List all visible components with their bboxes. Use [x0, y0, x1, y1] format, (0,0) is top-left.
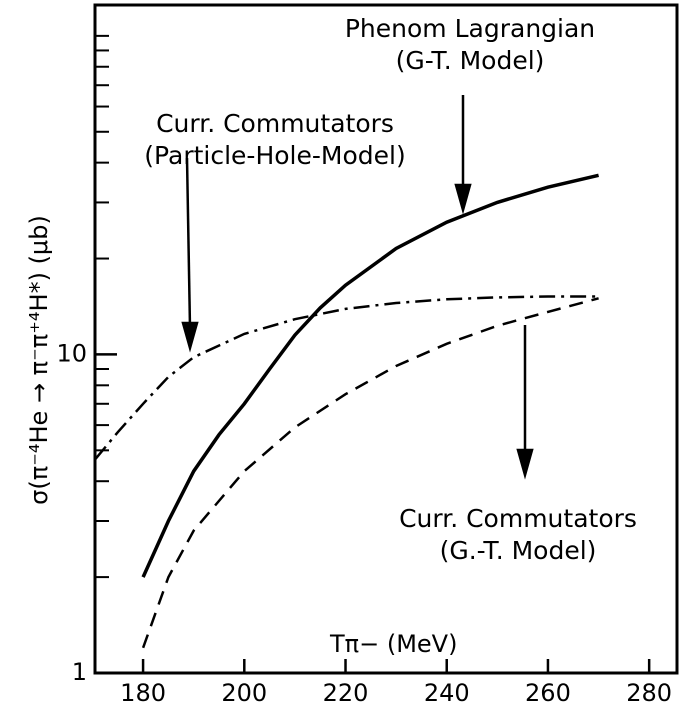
series-line	[141, 297, 599, 649]
x-tick-label: 200	[221, 679, 267, 707]
x-axis-label: Tπ− (MeV)	[329, 630, 457, 658]
arrow	[185, 157, 192, 329]
y-tick-label: 1	[72, 658, 87, 686]
arrow-head	[516, 448, 534, 480]
x-tick-label: 180	[120, 679, 166, 707]
x-tick-label: 240	[424, 679, 470, 707]
x-tick-label: 260	[525, 679, 571, 707]
arrow-head	[454, 183, 472, 215]
arrows	[181, 95, 534, 480]
annotation: (G.-T. Model)	[440, 536, 597, 565]
annotation: (G-T. Model)	[396, 46, 545, 75]
series-line	[141, 173, 599, 578]
annotation: Curr. Commutators	[399, 504, 637, 533]
y-tick-label: 10	[56, 339, 87, 367]
annotation: (Particle-Hole-Model)	[144, 141, 405, 170]
x-tick-label: 220	[323, 679, 369, 707]
plot-frame	[93, 3, 679, 675]
series-line	[94, 295, 599, 460]
annotation: Curr. Commutators	[156, 109, 394, 138]
arrow-head	[181, 321, 199, 353]
annotation: Phenom Lagrangian	[345, 14, 595, 43]
y-axis-label: σ(π⁻⁴He → π⁻π⁺⁴H*) (μb)	[25, 215, 53, 505]
x-tick-label: 280	[626, 679, 672, 707]
